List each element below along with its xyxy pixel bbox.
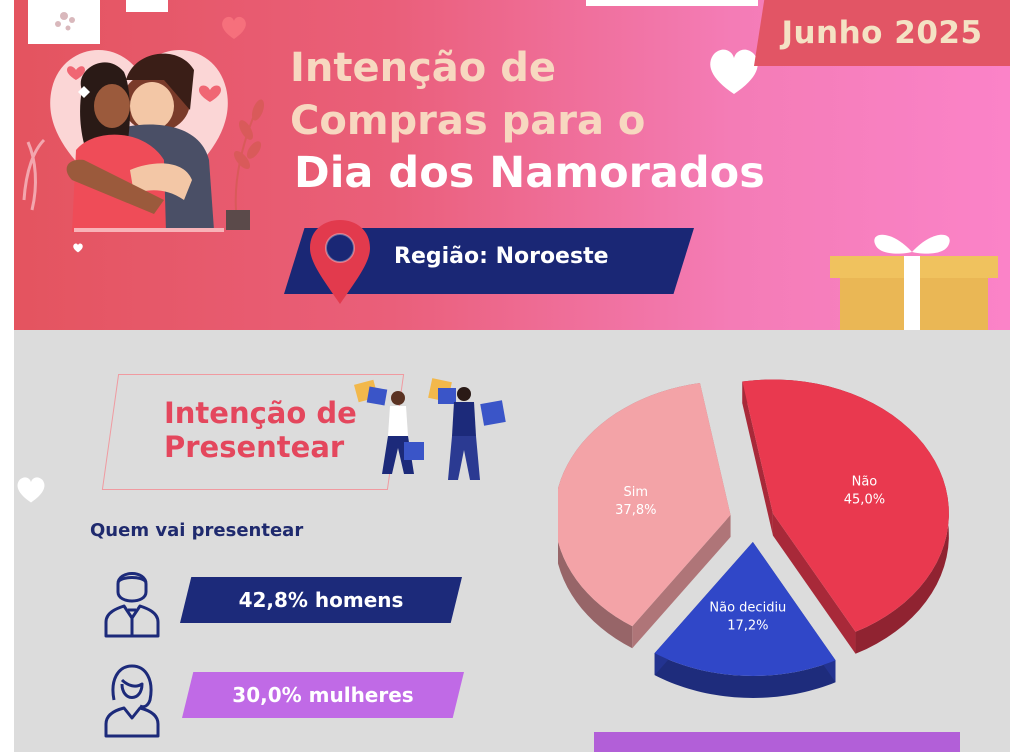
section-title-line-1: Intenção de — [164, 396, 357, 430]
women-stat-bar: 30,0% mulheres — [182, 672, 464, 718]
pie-label-category: Não — [852, 474, 878, 489]
heart-icon — [710, 49, 758, 94]
gift-box-icon — [830, 234, 998, 330]
men-stat-bar: 42,8% homens — [180, 577, 462, 623]
region-label: Região: Noroeste — [394, 244, 609, 269]
header-banner: Junho 2025 Intenção de Compras para o Di… — [14, 0, 1010, 330]
heart-icon — [222, 16, 246, 39]
section-title-line-2: Presentear — [164, 430, 345, 464]
top-strip — [586, 0, 758, 6]
woman-avatar-icon — [104, 664, 160, 738]
content-section: Intenção de Presentear Quem vai presente… — [14, 330, 1010, 752]
page-title-line-3: Dia dos Namorados — [294, 148, 765, 198]
pie-slice-top — [558, 383, 731, 627]
pie-label-value: 17,2% — [727, 619, 768, 634]
who-gives-subheading: Quem vai presentear — [90, 520, 304, 541]
partner-logo-secondary — [126, 0, 168, 12]
page-title-line-2: Compras para o — [290, 98, 646, 144]
section-title: Intenção de Presentear — [164, 396, 357, 464]
pie-slice-wall — [632, 515, 731, 649]
date-badge: Junho 2025 — [754, 0, 1010, 66]
partner-logo — [28, 0, 100, 44]
heart-icon — [17, 477, 45, 503]
heart-icon — [73, 243, 83, 253]
page-title-line-1: Intenção de — [290, 45, 556, 91]
pie-slice-top — [654, 541, 836, 676]
gift-intention-pie-chart: Não 45,0% Não decidiu 17,2% Sim 37,8% — [558, 379, 949, 698]
pie-label-category: Não decidiu — [709, 601, 786, 616]
man-avatar-icon — [104, 572, 160, 638]
pie-slice-side — [654, 653, 836, 698]
pie-slice-wall — [772, 513, 856, 654]
next-section-bar — [594, 732, 960, 752]
pie-label-value: 37,8% — [615, 503, 656, 518]
couple-hug-illustration — [22, 49, 265, 232]
pie-slice-wall — [742, 381, 773, 536]
pie-slice-top — [742, 379, 949, 632]
pie-slice-sim — [558, 383, 731, 649]
location-pin-icon — [310, 220, 370, 304]
pie-slice-nao-decidiu — [654, 541, 836, 698]
pie-slice-nao — [742, 379, 949, 654]
pie-label-category: Sim — [624, 485, 649, 500]
pie-label-value: 45,0% — [844, 492, 885, 507]
shoppers-illustration — [354, 378, 506, 480]
